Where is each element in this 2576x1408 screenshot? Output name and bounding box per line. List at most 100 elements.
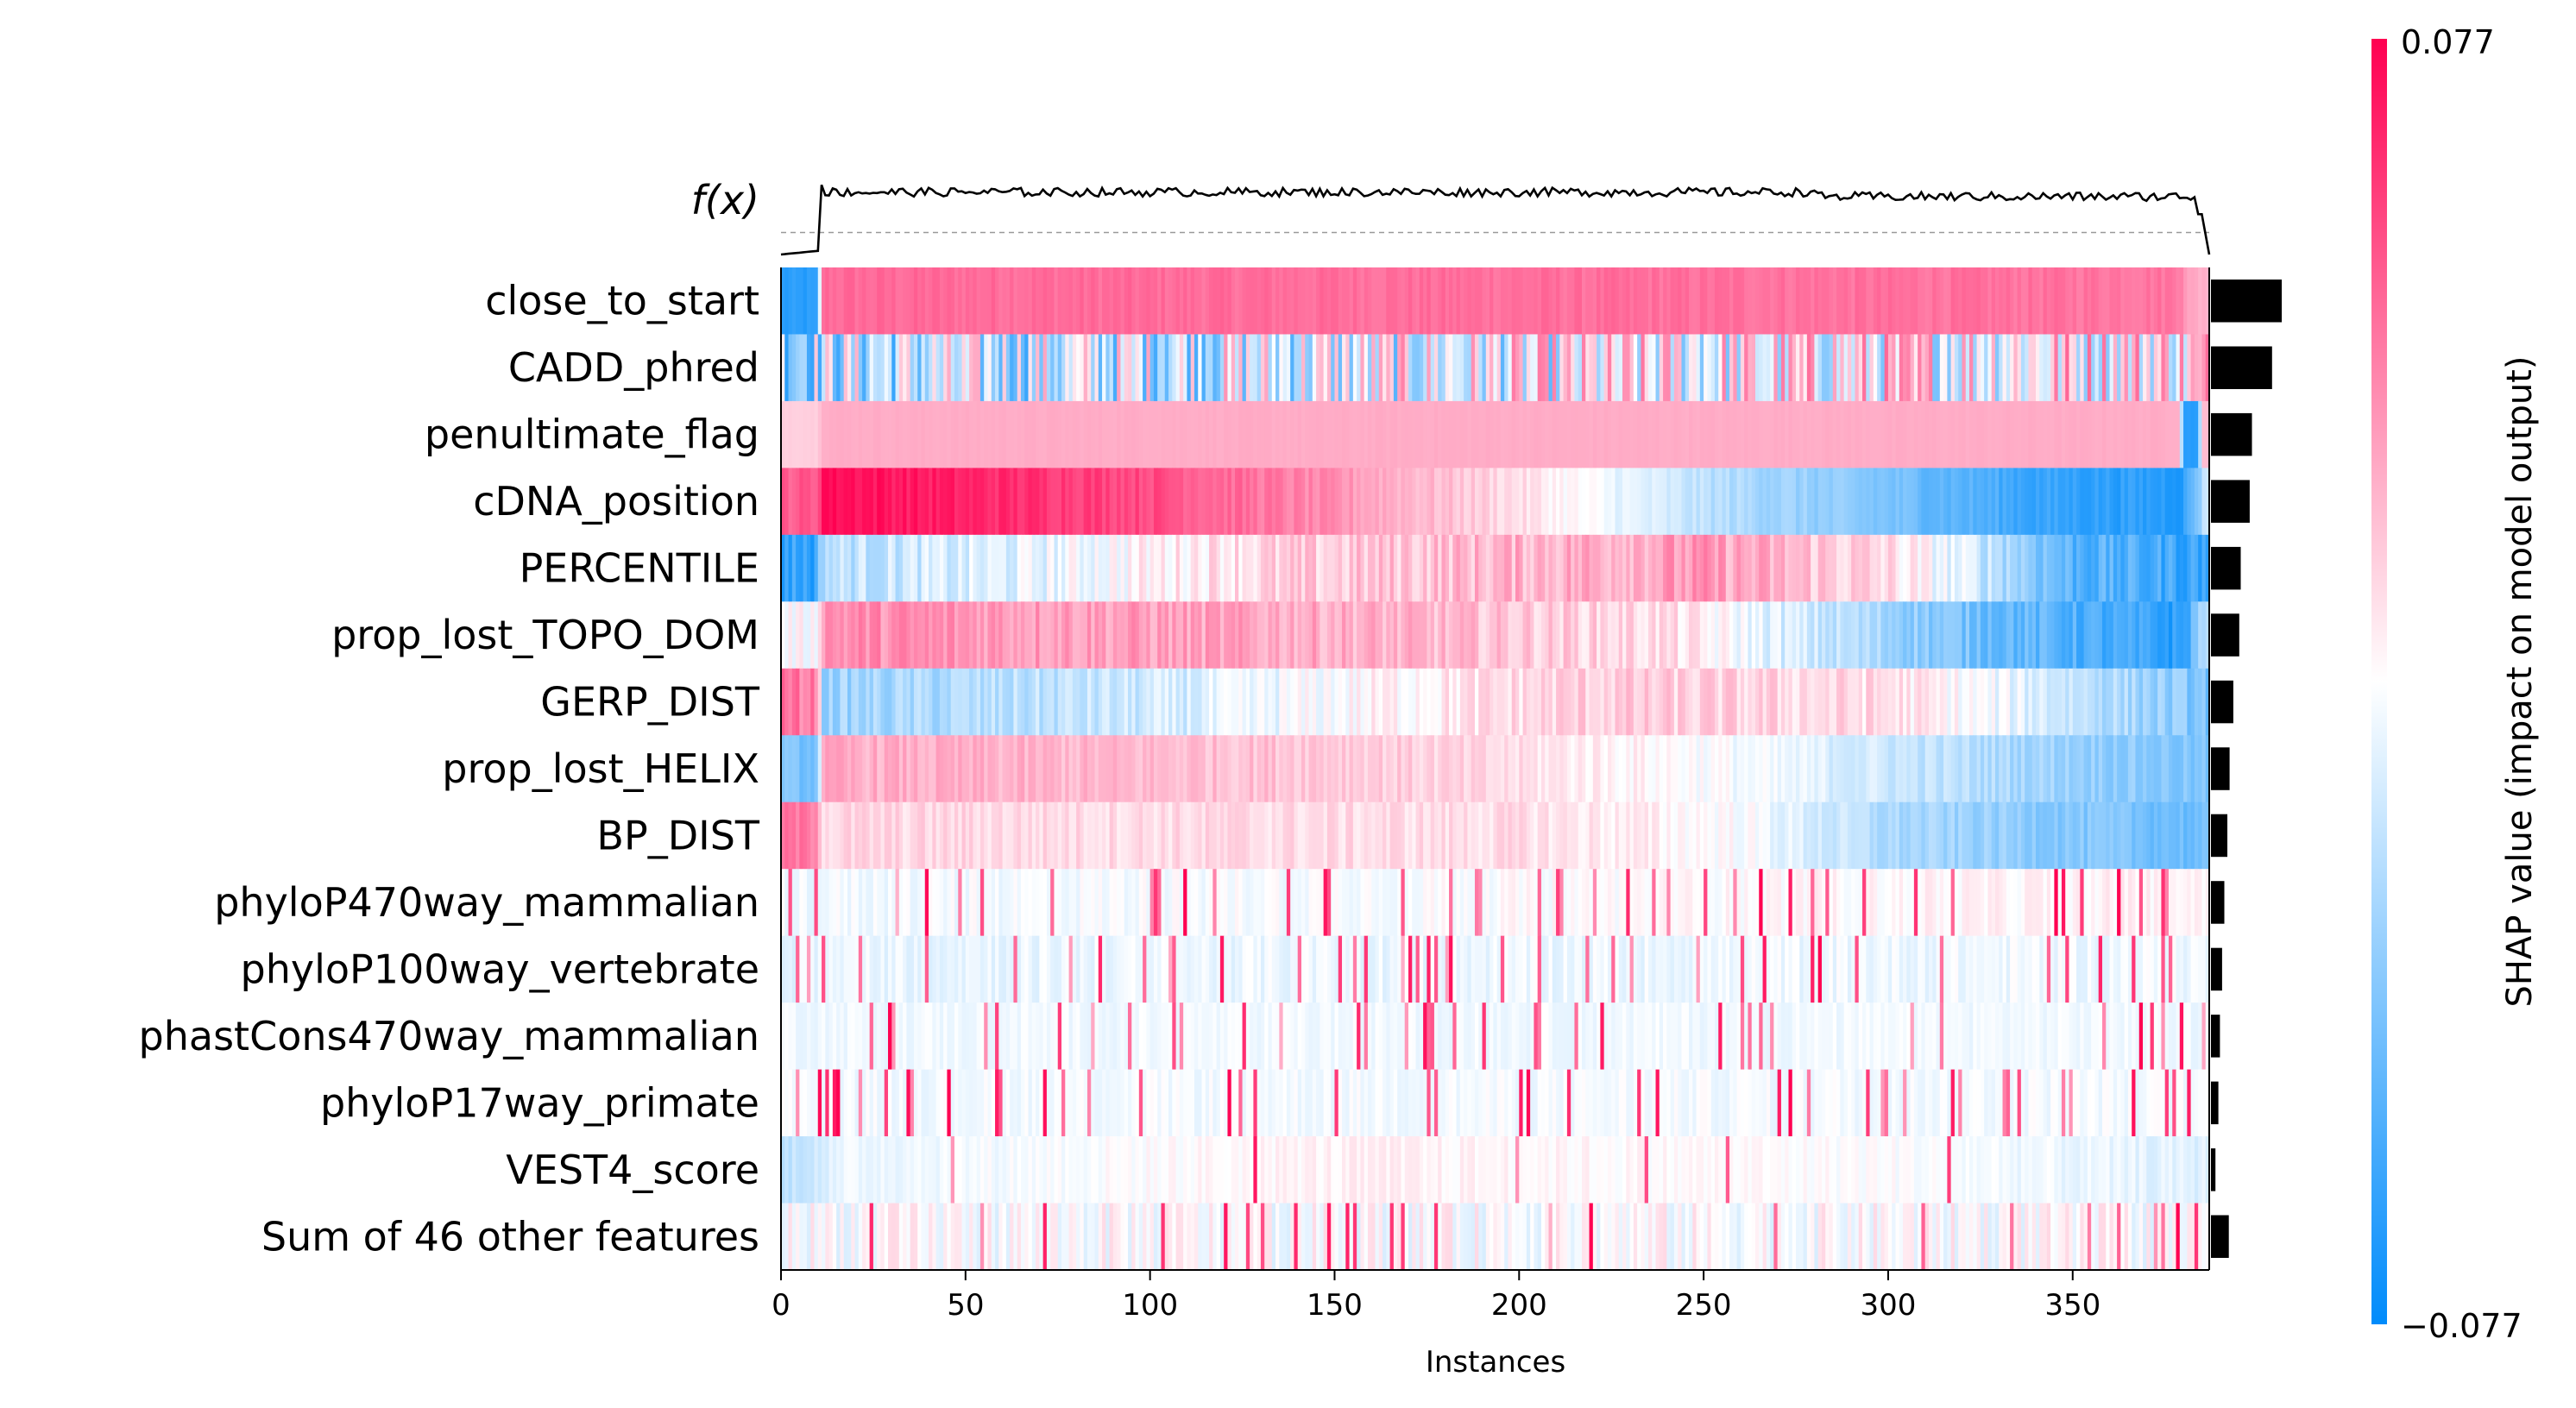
heatmap-cell xyxy=(1153,935,1158,1003)
heatmap-cell xyxy=(1530,267,1535,335)
heatmap-cell xyxy=(1312,534,1317,602)
heatmap-cell xyxy=(796,534,800,602)
heatmap-cell xyxy=(1571,1069,1576,1137)
heatmap-cell xyxy=(1987,601,1993,669)
heatmap-cell xyxy=(1585,1003,1590,1071)
heatmap-cell xyxy=(880,334,885,402)
heatmap-cell xyxy=(1485,668,1490,736)
heatmap-cell xyxy=(1932,601,1937,669)
heatmap-cell xyxy=(1183,400,1188,468)
heatmap-cell xyxy=(1212,601,1218,669)
heatmap-cell xyxy=(1386,668,1391,736)
heatmap-cell xyxy=(1762,468,1767,536)
heatmap-cell xyxy=(1102,735,1106,803)
heatmap-cell xyxy=(1010,267,1015,335)
heatmap-cell xyxy=(1326,735,1332,803)
heatmap-cell xyxy=(1091,468,1096,536)
heatmap-cell xyxy=(1086,1069,1092,1137)
heatmap-cell xyxy=(2061,267,2066,335)
heatmap-cell xyxy=(1611,334,1616,402)
heatmap-cell xyxy=(1378,400,1383,468)
heatmap-cell xyxy=(836,468,841,536)
heatmap-cell xyxy=(1323,1069,1328,1137)
heatmap-cell xyxy=(1585,869,1590,937)
heatmap-cell xyxy=(1360,668,1365,736)
heatmap-cell xyxy=(1452,935,1458,1003)
heatmap-cell xyxy=(1622,1003,1627,1071)
heatmap-cell xyxy=(817,668,822,736)
heatmap-cell xyxy=(1157,668,1162,736)
heatmap-cell xyxy=(939,534,944,602)
heatmap-cell xyxy=(1326,468,1332,536)
heatmap-cell xyxy=(1597,468,1601,536)
heatmap-cell xyxy=(1991,735,1996,803)
heatmap-cell xyxy=(1880,468,1886,536)
heatmap-cell xyxy=(825,735,830,803)
heatmap-cell xyxy=(2150,935,2155,1003)
heatmap-cell xyxy=(1279,668,1284,736)
heatmap-cell xyxy=(1563,468,1568,536)
heatmap-cell xyxy=(1375,534,1380,602)
heatmap-cell xyxy=(1224,1069,1229,1137)
heatmap-cell xyxy=(1578,334,1583,402)
heatmap-cell xyxy=(1615,935,1620,1003)
heatmap-cell xyxy=(1991,1069,1996,1137)
heatmap-cell xyxy=(1316,601,1320,669)
heatmap-cell xyxy=(969,1003,973,1071)
heatmap-cell xyxy=(1294,668,1299,736)
heatmap-cell xyxy=(1467,534,1472,602)
heatmap-cell xyxy=(810,735,816,803)
heatmap-cell xyxy=(1582,869,1586,937)
heatmap-cell xyxy=(1762,334,1767,402)
heatmap-cell xyxy=(1780,267,1786,335)
heatmap-cell xyxy=(1866,601,1871,669)
heatmap-cell xyxy=(2179,735,2184,803)
heatmap-cell xyxy=(1286,869,1291,937)
heatmap-cell xyxy=(973,668,978,736)
heatmap-cell xyxy=(2020,1003,2025,1071)
heatmap-cell xyxy=(1120,869,1125,937)
heatmap-cell xyxy=(2205,801,2210,870)
heatmap-cell xyxy=(1999,801,2004,870)
heatmap-cell xyxy=(1345,735,1351,803)
heatmap-cell xyxy=(1526,468,1531,536)
heatmap-cell xyxy=(1427,1069,1432,1137)
heatmap-cell xyxy=(2157,400,2163,468)
heatmap-cell xyxy=(2194,869,2199,937)
heatmap-cell xyxy=(1378,601,1383,669)
heatmap-cell xyxy=(1279,1069,1284,1137)
heatmap-cell xyxy=(1375,267,1380,335)
heatmap-cell xyxy=(2002,468,2007,536)
heatmap-cell xyxy=(1785,267,1790,335)
heatmap-cell xyxy=(1415,869,1420,937)
heatmap-cell xyxy=(1936,601,1941,669)
heatmap-cell xyxy=(1224,668,1229,736)
heatmap-cell xyxy=(1349,334,1354,402)
heatmap-cell xyxy=(854,334,860,402)
heatmap-cell xyxy=(1987,1069,1993,1137)
heatmap-cell xyxy=(1194,1003,1199,1071)
heatmap-cell xyxy=(895,735,900,803)
heatmap-cell xyxy=(1633,468,1638,536)
heatmap-cell xyxy=(1574,601,1579,669)
heatmap-cell xyxy=(1976,400,1981,468)
heatmap-cell xyxy=(2150,400,2155,468)
heatmap-cell xyxy=(1597,267,1601,335)
heatmap-cell xyxy=(1611,869,1616,937)
heatmap-cell xyxy=(1626,668,1631,736)
heatmap-cell xyxy=(1279,468,1284,536)
heatmap-cell xyxy=(2150,869,2155,937)
heatmap-cell xyxy=(832,935,837,1003)
heatmap-cell xyxy=(1179,668,1184,736)
heatmap-cell xyxy=(2043,668,2048,736)
heatmap-cell xyxy=(1083,267,1088,335)
heatmap-cell xyxy=(2157,668,2163,736)
heatmap-cell xyxy=(1780,735,1786,803)
heatmap-cell xyxy=(1796,668,1800,736)
heatmap-cell xyxy=(1102,601,1106,669)
heatmap-cell xyxy=(2205,400,2210,468)
heatmap-cell xyxy=(832,334,837,402)
heatmap-cell xyxy=(1227,1069,1232,1137)
heatmap-cell xyxy=(1673,801,1678,870)
heatmap-cell xyxy=(1987,468,1993,536)
